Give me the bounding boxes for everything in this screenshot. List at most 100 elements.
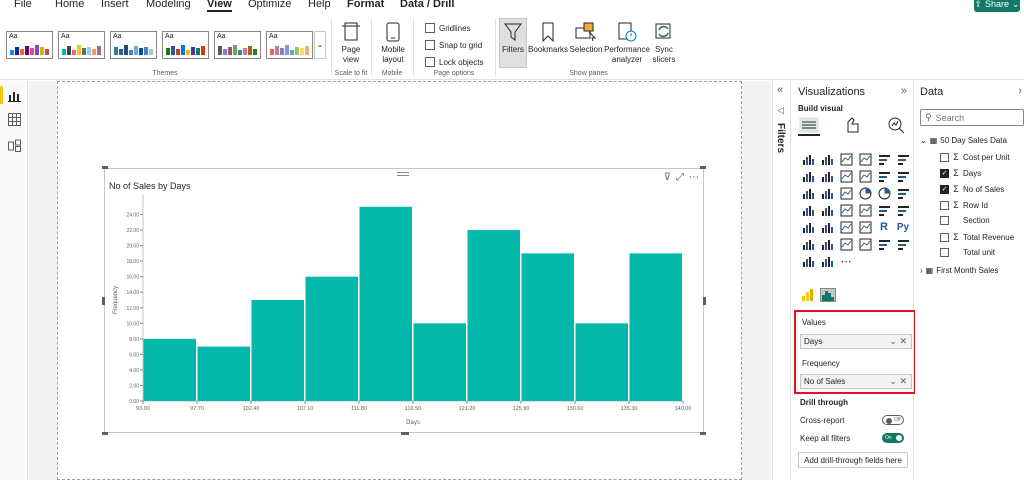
menu-help[interactable]: Help xyxy=(308,0,331,10)
collapse-pane-icon[interactable]: › xyxy=(1018,85,1022,97)
card-visual-icon[interactable] xyxy=(876,203,892,217)
field-checkbox[interactable] xyxy=(940,152,949,162)
theme-thumb-4[interactable]: Aa xyxy=(162,31,209,59)
performance-analyzer-button[interactable]: Performance analyzer xyxy=(604,21,650,65)
bookmarks-pane-button[interactable]: Bookmarks xyxy=(528,21,568,55)
report-page[interactable]: ⊽ ⤢ ⋯ No of Sales by Days 0.00 2.00 4.00 6.… xyxy=(57,81,742,480)
resize-handle-corner[interactable] xyxy=(102,166,108,169)
table-node-first-month-sales[interactable]: › ▦ First Month Sales xyxy=(920,266,998,275)
gauge-visual-icon[interactable] xyxy=(857,203,873,217)
resize-handle-bottom[interactable] xyxy=(401,432,409,435)
filled-map-visual-icon[interactable] xyxy=(819,203,835,217)
metrics-visual-icon[interactable] xyxy=(819,254,835,268)
histogram-bar[interactable] xyxy=(251,300,305,401)
filters-pane-button[interactable]: Filters xyxy=(499,18,527,68)
histogram-bar[interactable] xyxy=(413,323,467,401)
page-view-button[interactable]: Page view xyxy=(335,21,367,65)
field-row[interactable]: ✓ Σ No of Sales xyxy=(940,184,1004,194)
treemap-visual-icon[interactable] xyxy=(895,186,911,200)
field-checkbox[interactable] xyxy=(940,248,949,257)
values-field-pill[interactable]: Days ⌄ ✕ xyxy=(800,334,912,349)
resize-handle-corner[interactable] xyxy=(700,166,706,169)
field-checkbox[interactable]: ✓ xyxy=(940,184,949,194)
menu-file[interactable]: File xyxy=(14,0,32,10)
resize-handle-left[interactable] xyxy=(102,297,105,305)
stacked-area-visual-icon[interactable] xyxy=(838,169,854,183)
field-checkbox[interactable]: ✓ xyxy=(940,168,949,178)
menu-home[interactable]: Home xyxy=(55,0,85,10)
remove-icon[interactable]: ✕ xyxy=(899,336,907,346)
r-visual-visual-icon[interactable]: R xyxy=(880,221,888,233)
histogram-visual[interactable]: ⊽ ⤢ ⋯ No of Sales by Days 0.00 2.00 4.00 6.… xyxy=(102,166,706,435)
drag-grip-icon[interactable] xyxy=(397,172,409,176)
funnel-visual-icon[interactable] xyxy=(819,186,835,200)
mobile-layout-button[interactable]: Mobile layout xyxy=(377,21,409,65)
histogram-bar[interactable] xyxy=(305,276,359,401)
qa-visual-icon[interactable] xyxy=(838,237,854,251)
100-bar-visual-icon[interactable] xyxy=(876,152,892,166)
stacked-column-visual-icon[interactable] xyxy=(819,152,835,166)
cross-report-toggle[interactable]: Off xyxy=(882,415,904,425)
field-row[interactable]: ✓ Σ Days xyxy=(940,168,981,178)
menu-view[interactable]: View xyxy=(207,0,232,12)
frequency-field-pill[interactable]: No of Sales ⌄ ✕ xyxy=(800,374,912,389)
chevron-down-icon[interactable]: ⌄ xyxy=(889,376,897,386)
add-drill-through-fields-well[interactable]: Add drill-through fields here xyxy=(798,452,908,468)
chevron-down-icon[interactable]: ⌄ xyxy=(889,336,897,346)
histogram-bar[interactable] xyxy=(575,323,629,401)
line-column-visual-icon[interactable] xyxy=(857,169,873,183)
remove-icon[interactable]: ✕ xyxy=(899,376,907,386)
collapse-pane-icon[interactable]: » xyxy=(900,85,907,97)
clustered-bar-visual-icon[interactable] xyxy=(838,152,854,166)
histogram-bar[interactable] xyxy=(359,206,413,401)
map-visual-icon[interactable] xyxy=(800,203,816,217)
matrix-visual-icon[interactable] xyxy=(857,220,873,234)
field-checkbox[interactable] xyxy=(940,200,949,210)
area-visual-icon[interactable] xyxy=(819,169,835,183)
paginated-visual-icon[interactable] xyxy=(876,237,892,251)
field-row[interactable]: Σ Row Id xyxy=(940,200,988,210)
histogram-bar[interactable] xyxy=(197,346,251,401)
chevron-down-icon[interactable]: ⌄ xyxy=(920,136,927,145)
keep-filters-toggle[interactable]: On xyxy=(882,433,904,443)
table-node-50-day-sales[interactable]: ⌄ ▦ 50 Day Sales Data xyxy=(920,136,1007,145)
resize-handle-right[interactable] xyxy=(703,297,706,305)
snap-to-grid-checkbox[interactable]: Snap to grid xyxy=(425,40,482,50)
theme-thumb-5[interactable]: Aa xyxy=(214,31,261,59)
more-visual-icon[interactable]: ⋯ xyxy=(840,255,852,268)
field-checkbox[interactable] xyxy=(940,216,949,225)
menu-format[interactable]: Format xyxy=(347,0,385,10)
field-checkbox[interactable] xyxy=(940,232,949,242)
histogram-bar[interactable] xyxy=(143,338,197,401)
waterfall-visual-icon[interactable] xyxy=(800,186,816,200)
power-automate-visual-icon[interactable] xyxy=(800,254,816,268)
focus-mode-icon[interactable]: ⤢ xyxy=(676,172,684,183)
python-visual-visual-icon[interactable]: Py xyxy=(896,221,910,233)
gridlines-checkbox[interactable]: Gridlines xyxy=(425,23,471,33)
chevron-right-icon[interactable]: › xyxy=(920,266,923,275)
decomposition-tree-visual-icon[interactable] xyxy=(819,237,835,251)
build-visual-tab[interactable] xyxy=(798,116,820,136)
azure-map-visual-icon[interactable] xyxy=(838,203,854,217)
resize-handle-corner[interactable] xyxy=(700,432,706,435)
report-view-icon[interactable] xyxy=(8,89,21,102)
field-row[interactable]: Section xyxy=(940,216,990,225)
filters-pane-collapsed[interactable]: « ◁ Filters xyxy=(772,81,791,480)
narrative-visual-icon[interactable] xyxy=(857,237,873,251)
model-view-icon[interactable] xyxy=(8,139,21,152)
lock-objects-checkbox[interactable]: Lock objects xyxy=(425,57,483,67)
data-search-input[interactable] xyxy=(935,112,1016,123)
theme-gallery-more-button[interactable]: ⌄ xyxy=(314,31,326,59)
resize-handle-corner[interactable] xyxy=(102,432,108,435)
kpi-visual-icon[interactable] xyxy=(800,220,816,234)
share-button[interactable]: ⇪ Share ⌄ xyxy=(974,0,1020,12)
table-visual-icon[interactable] xyxy=(838,220,854,234)
line-visual-icon[interactable] xyxy=(800,169,816,183)
pie-visual-icon[interactable] xyxy=(857,186,873,200)
theme-thumb-1[interactable]: Aa xyxy=(6,31,53,59)
clustered-column-visual-icon[interactable] xyxy=(857,152,873,166)
field-row[interactable]: Total unit xyxy=(940,248,995,257)
theme-thumb-6[interactable]: Aa xyxy=(266,31,313,59)
stacked-bar-visual-icon[interactable] xyxy=(800,152,816,166)
power-apps-visual-icon[interactable] xyxy=(895,237,911,251)
